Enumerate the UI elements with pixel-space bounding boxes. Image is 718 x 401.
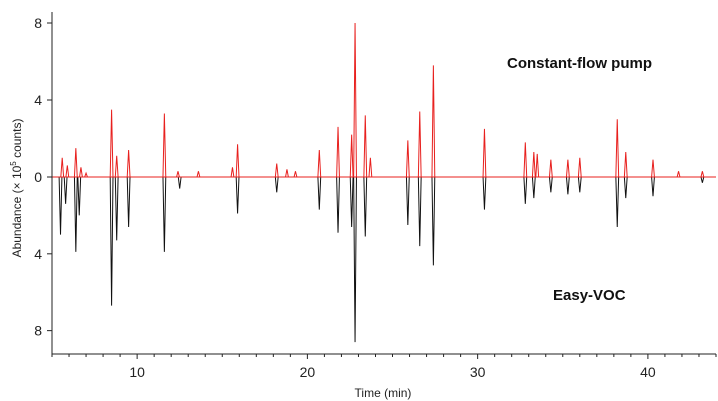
peak-constant-flow-pump-35 <box>651 159 655 178</box>
peak-easy-voc-10 <box>235 176 240 214</box>
peak-constant-flow-pump-36 <box>676 171 681 178</box>
peak-easy-voc-25 <box>577 176 582 193</box>
peak-easy-voc-18 <box>417 176 422 247</box>
peak-constant-flow-pump-23 <box>405 140 410 178</box>
peak-constant-flow-pump-8 <box>126 150 131 178</box>
series-easy-voc <box>52 176 716 343</box>
peak-easy-voc-3 <box>73 176 78 252</box>
axis-layer: 0 4 8 4 8 10 20 30 40 <box>34 12 717 380</box>
x-tick-label-10: 10 <box>129 364 145 380</box>
peak-easy-voc-9 <box>177 176 182 189</box>
series-layer <box>52 22 716 343</box>
peak-easy-voc-23 <box>548 176 553 193</box>
peak-easy-voc-22 <box>531 176 536 199</box>
peak-constant-flow-pump-21 <box>363 115 368 178</box>
peak-easy-voc-19 <box>431 176 436 266</box>
peak-easy-voc-13 <box>336 176 340 233</box>
peak-constant-flow-pump-7 <box>114 155 119 178</box>
peak-easy-voc-15 <box>353 176 357 343</box>
peak-constant-flow-pump-19 <box>349 134 354 178</box>
peak-constant-flow-pump-4 <box>79 167 83 178</box>
peak-easy-voc-27 <box>623 176 628 199</box>
peak-easy-voc-1 <box>58 176 63 235</box>
peak-constant-flow-pump-14 <box>274 163 279 178</box>
y-tick-label-top-8: 8 <box>34 15 42 31</box>
peak-constant-flow-pump-17 <box>317 150 322 178</box>
peak-constant-flow-pump-9 <box>162 113 167 178</box>
y-tick-label-bottom-8: 8 <box>34 323 42 339</box>
peak-constant-flow-pump-33 <box>615 119 620 178</box>
peak-constant-flow-pump-37 <box>700 171 705 178</box>
peak-easy-voc-21 <box>523 176 528 204</box>
annotation-easy-voc: Easy-VOC <box>553 287 626 304</box>
x-tick-label-20: 20 <box>300 364 316 380</box>
peak-constant-flow-pump-5 <box>84 171 88 178</box>
peak-constant-flow-pump-26 <box>482 128 487 178</box>
peak-easy-voc-4 <box>77 176 82 216</box>
peak-easy-voc-6 <box>114 176 119 241</box>
peak-constant-flow-pump-22 <box>368 157 373 178</box>
peak-constant-flow-pump-34 <box>623 151 628 178</box>
peak-easy-voc-5 <box>109 176 114 306</box>
peak-easy-voc-16 <box>363 176 368 237</box>
peak-constant-flow-pump-15 <box>285 169 289 178</box>
annotation-constant-flow-pump: Constant-flow pump <box>507 55 652 72</box>
peak-constant-flow-pump-13 <box>235 144 240 178</box>
peak-easy-voc-28 <box>651 176 655 197</box>
x-axis-title: Time (min) <box>355 386 412 400</box>
peak-easy-voc-20 <box>482 176 487 210</box>
peak-constant-flow-pump-27 <box>523 142 528 178</box>
peak-constant-flow-pump-2 <box>65 165 70 178</box>
peak-constant-flow-pump-31 <box>565 159 570 178</box>
peak-constant-flow-pump-28 <box>531 151 536 178</box>
x-tick-label-30: 30 <box>470 364 486 380</box>
peak-easy-voc-12 <box>317 176 322 210</box>
peak-constant-flow-pump-6 <box>109 109 114 178</box>
y-axis-title-suffix: counts) <box>10 119 24 162</box>
peak-easy-voc-2 <box>63 176 68 204</box>
peak-constant-flow-pump-3 <box>73 148 78 178</box>
peak-constant-flow-pump-1 <box>60 157 65 178</box>
peak-constant-flow-pump-30 <box>548 159 553 178</box>
peak-constant-flow-pump-10 <box>176 171 180 178</box>
x-tick-label-40: 40 <box>640 364 656 380</box>
y-tick-label-bottom-4: 4 <box>34 246 42 262</box>
peak-easy-voc-24 <box>565 176 570 195</box>
peak-easy-voc-26 <box>615 176 620 227</box>
peak-constant-flow-pump-16 <box>293 171 298 178</box>
y-tick-label-top-4: 4 <box>34 92 42 108</box>
peak-easy-voc-14 <box>349 176 354 227</box>
peak-constant-flow-pump-18 <box>336 126 340 178</box>
peak-constant-flow-pump-25 <box>431 65 436 178</box>
peak-easy-voc-29 <box>700 176 705 183</box>
peak-easy-voc-17 <box>405 176 410 226</box>
y-tick-label-top-0: 0 <box>34 169 42 185</box>
peak-easy-voc-8 <box>162 176 167 252</box>
peak-constant-flow-pump-29 <box>535 153 540 178</box>
peak-constant-flow-pump-11 <box>196 171 201 178</box>
peak-easy-voc-11 <box>274 176 279 193</box>
peak-constant-flow-pump-24 <box>417 111 422 178</box>
y-axis-title: Abundance (× 105 counts) <box>9 119 24 258</box>
y-axis-title-prefix: Abundance (× 10 <box>10 165 24 257</box>
peak-constant-flow-pump-12 <box>230 167 235 178</box>
peak-easy-voc-7 <box>126 176 131 227</box>
y-axis-title-exponent: 5 <box>9 161 18 166</box>
peak-constant-flow-pump-20 <box>353 22 357 178</box>
series-constant-flow-pump <box>52 22 716 178</box>
peak-constant-flow-pump-32 <box>577 157 582 178</box>
